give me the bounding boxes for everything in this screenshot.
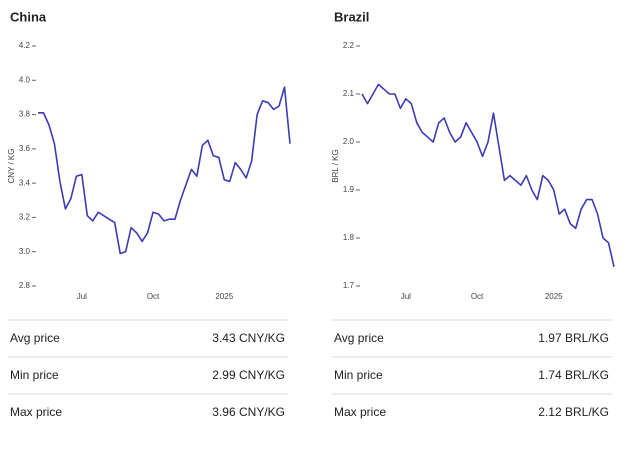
stat-value: 2.12 BRL/KG bbox=[538, 405, 609, 419]
stat-value: 3.43 CNY/KG bbox=[212, 331, 285, 345]
y-axis-label: BRL / KG bbox=[331, 149, 340, 183]
y-tick-label: 4.2 bbox=[19, 41, 31, 50]
stat-label: Max price bbox=[334, 405, 386, 419]
y-tick-label: 2.0 bbox=[343, 137, 355, 146]
stat-label: Min price bbox=[334, 368, 383, 382]
stat-label: Avg price bbox=[334, 331, 384, 345]
y-tick-label: 1.9 bbox=[343, 185, 355, 194]
stat-label: Avg price bbox=[10, 331, 60, 345]
y-tick-label: 3.0 bbox=[19, 247, 31, 256]
y-tick-label: 1.7 bbox=[343, 281, 355, 290]
x-tick-label: Jul bbox=[401, 292, 411, 301]
y-tick-label: 4.0 bbox=[19, 75, 31, 84]
y-tick-label: 3.6 bbox=[19, 144, 31, 153]
y-tick-label: 1.8 bbox=[343, 233, 355, 242]
y-tick-label: 3.8 bbox=[19, 110, 31, 119]
price-line bbox=[361, 83, 615, 267]
y-tick-label: 3.4 bbox=[19, 178, 31, 187]
x-tick-label: 2025 bbox=[545, 292, 563, 301]
y-tick-label: 2.8 bbox=[19, 281, 31, 290]
x-tick-label: 2025 bbox=[215, 292, 233, 301]
stat-value: 1.74 BRL/KG bbox=[538, 368, 609, 382]
price-line bbox=[38, 86, 291, 255]
chart-title: Brazil bbox=[334, 9, 369, 24]
stat-value: 2.99 CNY/KG bbox=[212, 368, 285, 382]
y-tick-label: 3.2 bbox=[19, 213, 31, 222]
stat-label: Max price bbox=[10, 405, 62, 419]
stat-value: 1.97 BRL/KG bbox=[538, 331, 609, 345]
x-tick-label: Jul bbox=[77, 292, 87, 301]
y-axis-label: CNY / KG bbox=[7, 149, 16, 184]
stat-label: Min price bbox=[10, 368, 59, 382]
chart-title: China bbox=[10, 9, 47, 24]
y-tick-label: 2.1 bbox=[343, 89, 355, 98]
stat-value: 3.96 CNY/KG bbox=[212, 405, 285, 419]
x-tick-label: Oct bbox=[471, 292, 484, 301]
x-tick-label: Oct bbox=[147, 292, 160, 301]
y-tick-label: 2.2 bbox=[343, 41, 355, 50]
